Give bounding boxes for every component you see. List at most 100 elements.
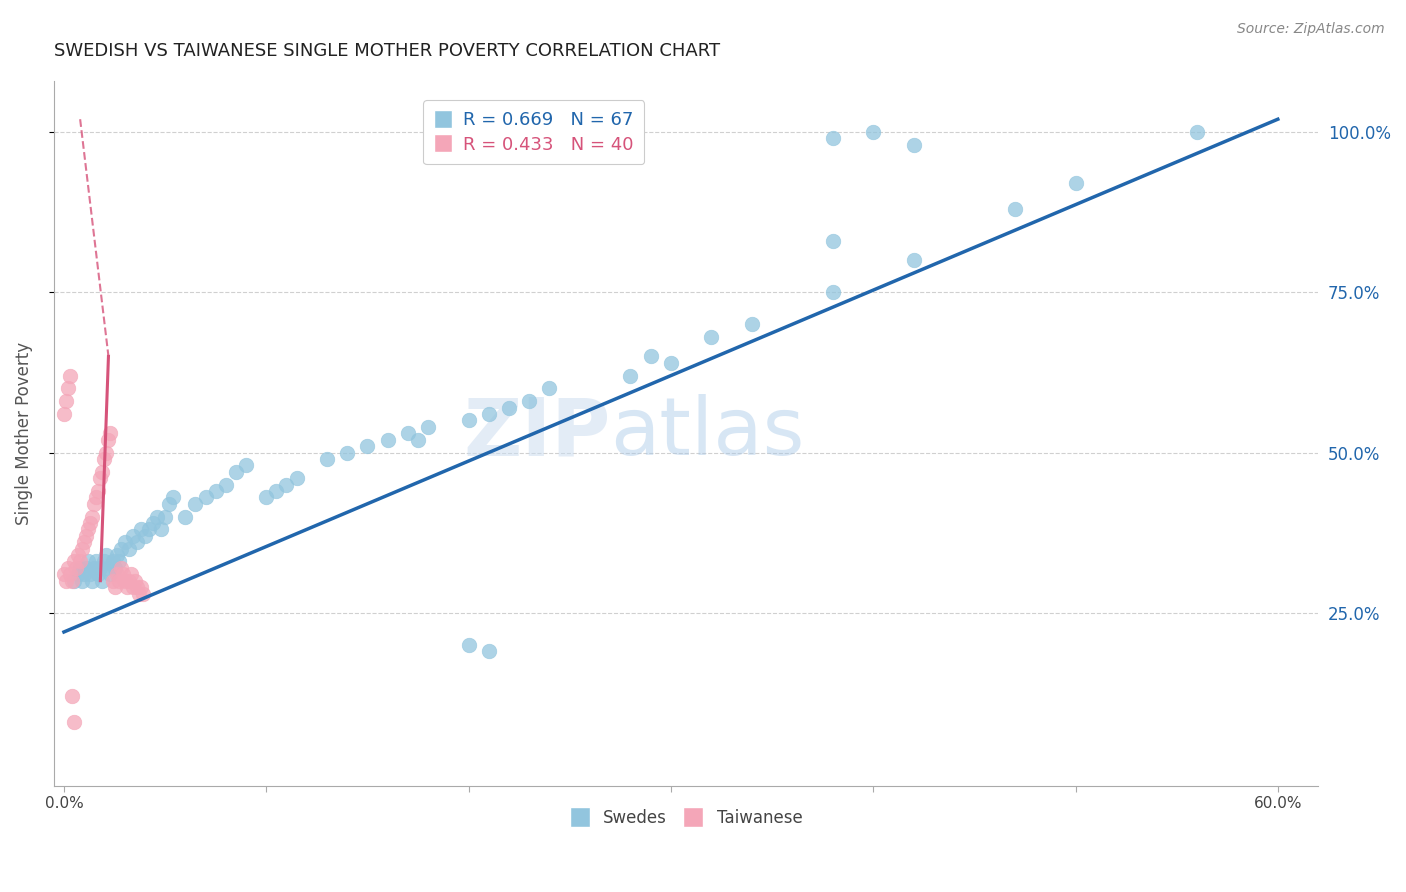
Point — [225, 465, 247, 479]
Point — [406, 433, 429, 447]
Point — [75, 529, 97, 543]
Point — [336, 445, 359, 459]
Point — [640, 350, 662, 364]
Point — [125, 535, 148, 549]
Point — [120, 567, 142, 582]
Point — [396, 426, 419, 441]
Point — [70, 541, 93, 556]
Point — [107, 554, 129, 568]
Point — [79, 516, 101, 530]
Point — [77, 523, 100, 537]
Point — [235, 458, 257, 473]
Point — [56, 561, 79, 575]
Point — [52, 407, 75, 421]
Point — [121, 580, 143, 594]
Point — [69, 561, 91, 575]
Point — [83, 497, 105, 511]
Point — [105, 548, 128, 562]
Text: SWEDISH VS TAIWANESE SINGLE MOTHER POVERTY CORRELATION CHART: SWEDISH VS TAIWANESE SINGLE MOTHER POVER… — [53, 42, 720, 60]
Point — [619, 368, 641, 383]
Point — [162, 491, 184, 505]
Point — [67, 548, 90, 562]
Point — [517, 394, 540, 409]
Point — [59, 368, 82, 383]
Point — [111, 567, 134, 582]
Point — [903, 253, 925, 268]
Point — [416, 420, 439, 434]
Point — [56, 381, 79, 395]
Point — [91, 465, 114, 479]
Point — [55, 574, 77, 588]
Point — [821, 234, 844, 248]
Point — [115, 580, 138, 594]
Point — [107, 574, 129, 588]
Text: atlas: atlas — [610, 394, 804, 472]
Point — [1064, 177, 1087, 191]
Point — [114, 574, 136, 588]
Point — [75, 561, 97, 575]
Point — [60, 689, 83, 703]
Point — [129, 580, 152, 594]
Point — [100, 567, 122, 582]
Point — [356, 439, 378, 453]
Point — [86, 491, 108, 505]
Point — [86, 554, 108, 568]
Point — [124, 574, 146, 588]
Point — [97, 433, 120, 447]
Point — [862, 125, 884, 139]
Text: ZIP: ZIP — [463, 394, 610, 472]
Point — [204, 483, 226, 498]
Point — [87, 567, 110, 582]
Point — [77, 554, 100, 568]
Point — [89, 561, 111, 575]
Point — [67, 567, 90, 582]
Point — [110, 541, 132, 556]
Point — [73, 567, 96, 582]
Point — [129, 523, 152, 537]
Point — [134, 529, 156, 543]
Point — [87, 483, 110, 498]
Point — [157, 497, 180, 511]
Point — [79, 567, 101, 582]
Point — [741, 318, 763, 332]
Point — [1004, 202, 1026, 216]
Point — [55, 394, 77, 409]
Point — [63, 714, 86, 729]
Point — [105, 567, 128, 582]
Point — [97, 561, 120, 575]
Point — [150, 523, 173, 537]
Point — [1185, 125, 1208, 139]
Point — [142, 516, 165, 530]
Point — [96, 445, 118, 459]
Point — [60, 574, 83, 588]
Point — [903, 137, 925, 152]
Point — [457, 413, 479, 427]
Point — [478, 644, 501, 658]
Point — [266, 483, 288, 498]
Point — [100, 426, 122, 441]
Point — [118, 574, 141, 588]
Point — [103, 561, 125, 575]
Point — [59, 567, 82, 582]
Point — [184, 497, 207, 511]
Point — [52, 567, 75, 582]
Point — [103, 580, 125, 594]
Point — [138, 523, 160, 537]
Point — [194, 491, 217, 505]
Point — [128, 586, 150, 600]
Point — [498, 401, 520, 415]
Point — [118, 541, 141, 556]
Point — [91, 574, 114, 588]
Point — [538, 381, 561, 395]
Point — [82, 509, 104, 524]
Point — [69, 554, 91, 568]
Point — [63, 574, 86, 588]
Point — [93, 554, 115, 568]
Point — [377, 433, 399, 447]
Point — [65, 561, 87, 575]
Point — [125, 580, 148, 594]
Point — [83, 561, 105, 575]
Point — [70, 574, 93, 588]
Point — [174, 509, 197, 524]
Point — [96, 548, 118, 562]
